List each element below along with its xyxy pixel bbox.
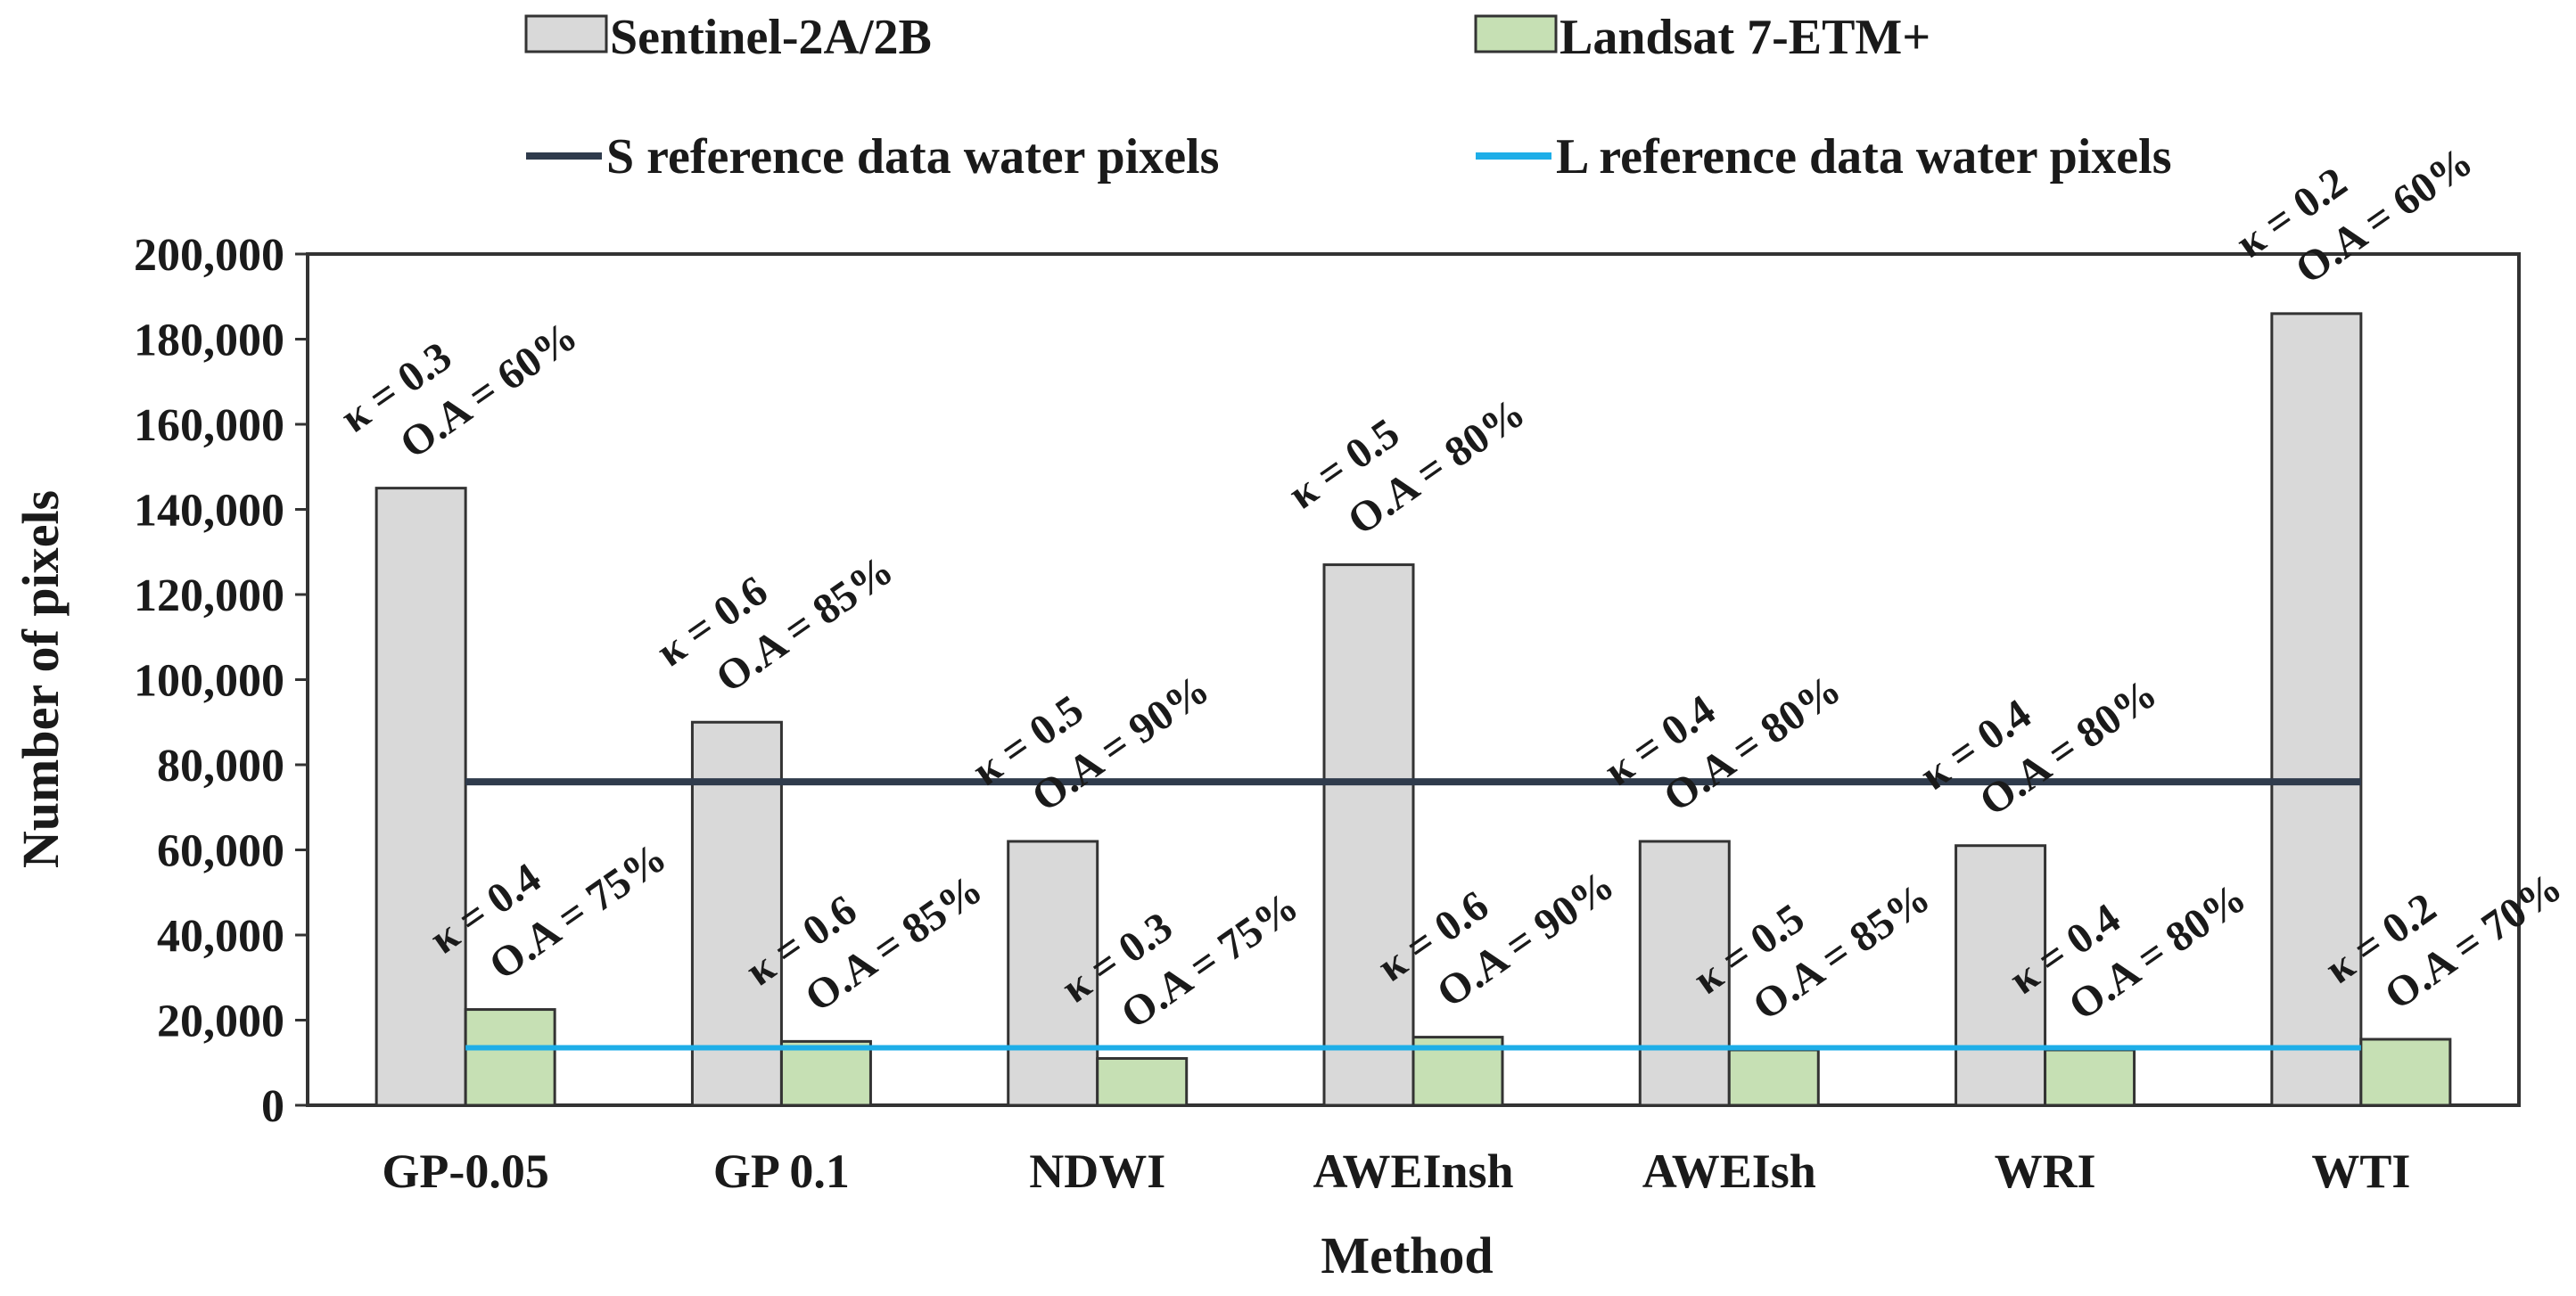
- y-tick-label: 180,000: [134, 316, 284, 366]
- x-axis-title: Method: [1321, 1226, 1493, 1284]
- bar-annotation: κ = 0.2O.A = 60%: [2227, 137, 2481, 293]
- legend: Sentinel-2A/2B Landsat 7-ETM+ S referenc…: [524, 10, 2172, 185]
- bar-sentinel: [1322, 563, 1415, 1107]
- bar-sentinel: [2270, 312, 2363, 1107]
- y-tick-label: 140,000: [134, 486, 284, 537]
- x-category-label: AWEIsh: [1642, 1144, 1816, 1198]
- y-tick-label: 120,000: [134, 570, 284, 621]
- bar-sentinel: [1007, 840, 1099, 1107]
- bar-annotation: κ = 0.6O.A = 85%: [648, 546, 901, 702]
- x-axis: GP-0.05 GP 0.1 NDWI AWEInsh AWEIsh WRI WTI: [382, 1144, 2410, 1198]
- legend-swatch-landsat: [1474, 14, 1558, 53]
- bar-annotation: κ = 0.5O.A = 90%: [964, 666, 1217, 822]
- x-category-label: WRI: [1995, 1144, 2096, 1198]
- bar-landsat: [779, 1039, 872, 1107]
- y-tick-label: 0: [261, 1081, 284, 1132]
- x-category-label: AWEInsh: [1313, 1144, 1513, 1198]
- bar-landsat: [2044, 1048, 2136, 1107]
- y-axis-title: Number of pixels: [12, 490, 70, 868]
- legend-label-sentinel: Sentinel-2A/2B: [610, 10, 932, 65]
- y-axis: 0 20,000 40,000 60,000 80,000 100,000 120,000 1…: [134, 230, 308, 1132]
- bar-sentinel: [374, 487, 467, 1107]
- bar-sentinel: [1638, 840, 1731, 1107]
- y-tick-label: 40,000: [157, 911, 284, 962]
- y-tick-label: 60,000: [157, 826, 284, 877]
- bar-landsat: [464, 1008, 556, 1107]
- bar-annotation: κ = 0.4O.A = 80%: [1596, 666, 1849, 822]
- bar-sentinel: [1955, 844, 2047, 1107]
- legend-label-landsat: Landsat 7-ETM+: [1560, 10, 1930, 65]
- bar-annotations: κ = 0.3O.A = 60% κ = 0.6O.A = 85% κ = 0.5O…: [332, 137, 2570, 1038]
- reference-lines: [465, 778, 2361, 1051]
- y-tick-label: 160,000: [134, 400, 284, 451]
- y-tick-label: 20,000: [157, 997, 284, 1047]
- y-tick-label: 100,000: [134, 656, 284, 707]
- bar-landsat: [2359, 1038, 2452, 1107]
- x-category-label: NDWI: [1029, 1144, 1165, 1198]
- legend-label-l-reference: L reference data water pixels: [1556, 129, 2172, 185]
- legend-swatch-sentinel: [524, 14, 608, 53]
- bar-landsat: [1727, 1048, 1820, 1107]
- y-tick-label: 200,000: [134, 230, 284, 281]
- bar-sentinel: [690, 720, 783, 1107]
- x-category-label: GP-0.05: [382, 1144, 548, 1198]
- bar-annotation: κ = 0.5O.A = 80%: [1280, 389, 1533, 545]
- x-category-label: WTI: [2311, 1144, 2410, 1198]
- bar-annotation: κ = 0.3O.A = 60%: [332, 312, 585, 468]
- legend-label-s-reference: S reference data water pixels: [606, 129, 1219, 185]
- bars: [374, 312, 2452, 1107]
- y-tick-label: 80,000: [157, 741, 284, 792]
- bar-annotation: κ = 0.4O.A = 80%: [1912, 669, 2165, 825]
- x-category-label: GP 0.1: [713, 1144, 850, 1198]
- bar-landsat: [1096, 1056, 1189, 1107]
